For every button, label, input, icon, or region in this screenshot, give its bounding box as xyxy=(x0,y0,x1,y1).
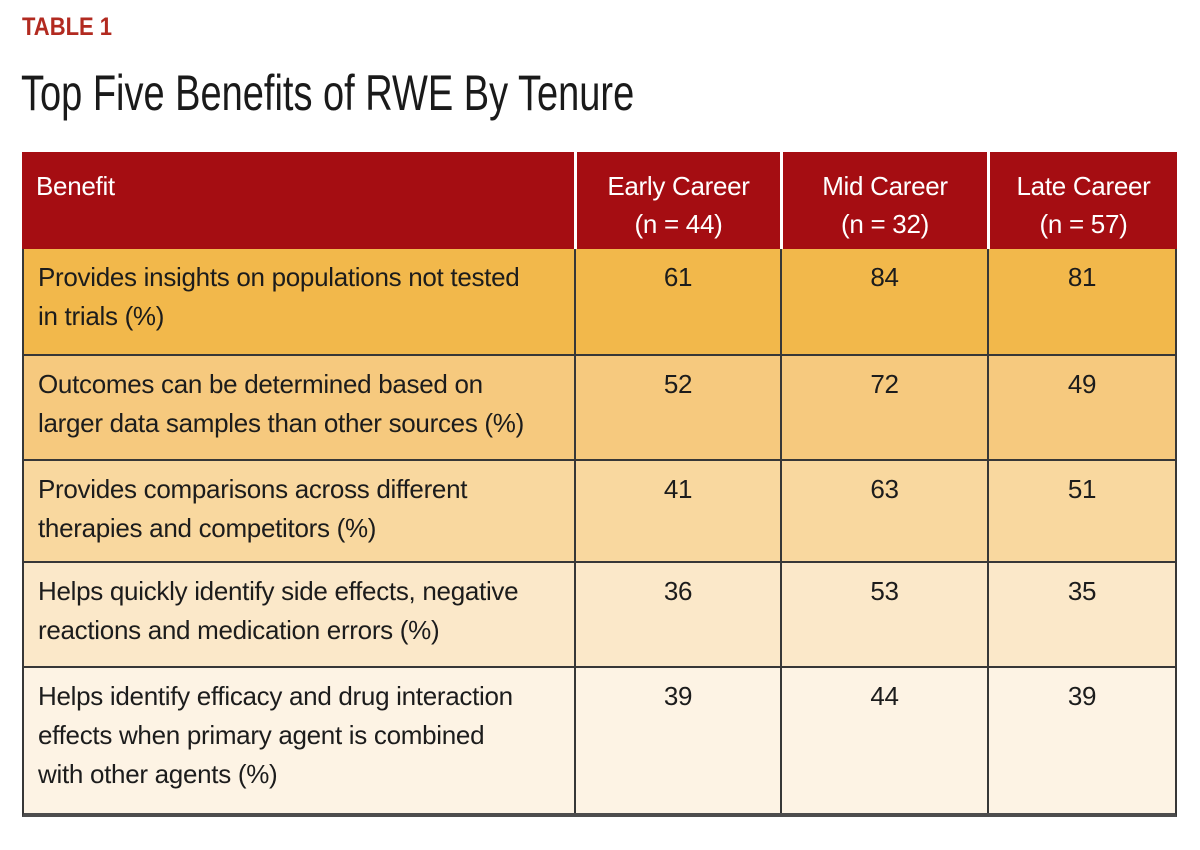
column-header-early-career: Early Career (n = 44) xyxy=(574,151,780,249)
column-header-label: Mid Career xyxy=(822,170,948,201)
table-row: Helps quickly identify side effects, neg… xyxy=(24,560,1175,666)
value-cell-mid-career: 63 xyxy=(780,460,987,561)
benefits-table: Benefit Early Career (n = 44) Mid Career… xyxy=(22,151,1177,817)
column-header-n: (n = 32) xyxy=(841,208,929,239)
column-header-n: (n = 44) xyxy=(634,208,723,239)
page: TABLE 1 Top Five Benefits of RWE By Tenu… xyxy=(0,13,1200,850)
column-header-late-career: Late Career (n = 57) xyxy=(987,151,1177,249)
benefit-cell: Helps identify efficacy and drug interac… xyxy=(38,680,513,789)
benefit-cell: Helps quickly identify side effects, neg… xyxy=(38,575,519,645)
column-header-mid-career: Mid Career (n = 32) xyxy=(780,151,987,249)
table-row: Outcomes can be determined based on larg… xyxy=(24,353,1175,459)
page-title: Top Five Benefits of RWE By Tenure xyxy=(21,64,635,121)
column-header-label: Late Career xyxy=(1016,170,1151,201)
value-cell-early-career: 52 xyxy=(574,355,780,459)
benefit-cell: Provides comparisons across different th… xyxy=(38,473,468,543)
value-cell-early-career: 41 xyxy=(574,460,780,561)
column-header-label: Early Career xyxy=(607,170,750,201)
value-cell-late-career: 39 xyxy=(987,667,1175,813)
value-cell-early-career: 36 xyxy=(574,562,780,666)
table-row: Helps identify efficacy and drug interac… xyxy=(24,665,1175,813)
value-cell-early-career: 39 xyxy=(574,667,780,813)
table-row: Provides insights on populations not tes… xyxy=(24,248,1175,354)
value-cell-mid-career: 44 xyxy=(780,667,987,813)
column-header-n: (n = 57) xyxy=(1039,208,1128,239)
value-cell-mid-career: 53 xyxy=(780,562,987,666)
column-header-benefit: Benefit xyxy=(36,170,115,201)
table-header-row: Benefit Early Career (n = 44) Mid Career… xyxy=(22,151,1177,249)
value-cell-late-career: 35 xyxy=(987,562,1175,666)
value-cell-mid-career: 72 xyxy=(780,355,987,459)
value-cell-early-career: 61 xyxy=(574,248,780,354)
table-body: Provides insights on populations not tes… xyxy=(22,248,1177,817)
table-label: TABLE 1 xyxy=(22,13,113,41)
value-cell-late-career: 51 xyxy=(987,460,1175,561)
value-cell-mid-career: 84 xyxy=(780,248,987,354)
benefit-cell: Provides insights on populations not tes… xyxy=(38,261,520,331)
value-cell-late-career: 81 xyxy=(987,248,1175,354)
value-cell-late-career: 49 xyxy=(987,355,1175,459)
table-row: Provides comparisons across different th… xyxy=(24,458,1175,561)
benefit-cell: Outcomes can be determined based on larg… xyxy=(38,368,524,438)
